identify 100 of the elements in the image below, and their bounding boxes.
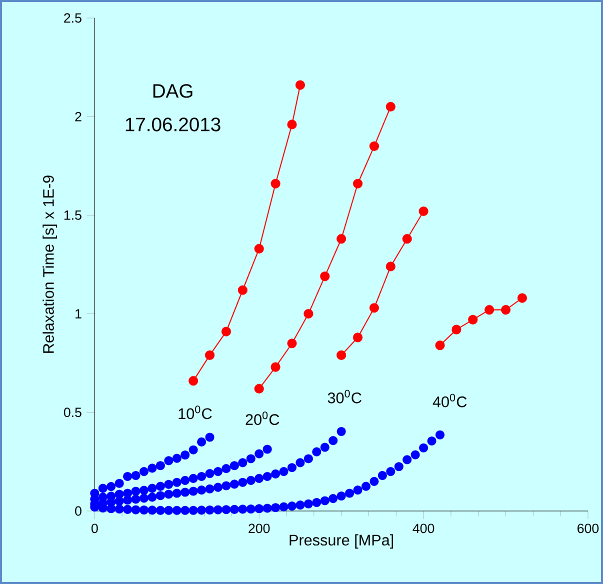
point [172, 454, 182, 463]
point [402, 455, 412, 464]
point [254, 504, 264, 514]
point [123, 504, 132, 514]
point [270, 178, 280, 188]
point [148, 506, 157, 515]
y-tick-label: 1.5 [64, 210, 82, 220]
y-tick-label: 2.5 [64, 13, 82, 23]
point [427, 436, 436, 446]
point [435, 340, 445, 350]
point [500, 305, 511, 315]
point [410, 450, 420, 460]
annotation: 17.06.2013 [126, 118, 220, 132]
point [148, 464, 157, 473]
point [271, 503, 280, 512]
point [295, 80, 306, 90]
point [197, 506, 206, 515]
point [148, 484, 157, 493]
point [484, 305, 494, 315]
point [336, 426, 346, 436]
point [254, 474, 264, 483]
y-tick-label: 0 [75, 506, 82, 516]
point [213, 467, 223, 476]
point [452, 324, 462, 334]
point [106, 482, 116, 492]
point [222, 481, 231, 490]
x-axis-title: Pressure [MPa] [290, 534, 394, 549]
point [369, 303, 380, 313]
point [230, 480, 239, 489]
point [131, 486, 140, 496]
point [164, 480, 174, 489]
point [188, 445, 198, 454]
point [131, 494, 140, 504]
y-axis-title: Relaxation Time [s] x 1E-9 [42, 176, 57, 353]
x-tick-label: 400 [412, 524, 434, 534]
point [402, 234, 412, 244]
point [205, 484, 214, 494]
point [270, 362, 280, 372]
annotation: DAG [153, 84, 192, 98]
point [336, 234, 346, 244]
x-tick-label: 200 [248, 524, 270, 534]
annotation: 20$^{0}$C [246, 412, 280, 426]
point [386, 467, 396, 476]
point [238, 285, 248, 295]
point [230, 504, 239, 514]
point [139, 486, 149, 495]
point [139, 505, 149, 515]
point [139, 467, 149, 476]
point [98, 484, 108, 493]
point [172, 478, 182, 487]
point [246, 504, 256, 514]
point [222, 505, 231, 514]
point [370, 476, 379, 486]
point [418, 206, 428, 216]
point [328, 436, 338, 446]
point [114, 478, 124, 488]
point [197, 472, 206, 482]
point [238, 458, 248, 468]
point [197, 437, 206, 446]
point [254, 384, 264, 394]
point [238, 504, 248, 514]
point [205, 432, 214, 442]
point [361, 482, 371, 491]
point [123, 496, 132, 505]
point [369, 141, 380, 151]
point [114, 504, 124, 514]
point [254, 244, 264, 254]
point [221, 326, 232, 336]
point [386, 102, 396, 112]
point [394, 462, 404, 472]
point [188, 474, 198, 483]
point [131, 505, 140, 514]
point [352, 178, 363, 188]
point [246, 476, 256, 485]
point [205, 505, 214, 515]
point [180, 506, 190, 515]
y-tick-label: 0.5 [64, 408, 82, 418]
point [287, 463, 297, 472]
point [156, 491, 165, 500]
point [320, 442, 330, 452]
point [131, 470, 140, 480]
point [287, 338, 297, 348]
point [254, 449, 264, 458]
point [296, 458, 305, 468]
point [222, 464, 231, 474]
point [352, 332, 363, 342]
point [262, 504, 272, 513]
point [156, 506, 165, 515]
point [353, 486, 362, 495]
point [139, 494, 149, 503]
point [287, 502, 297, 511]
point [213, 482, 223, 492]
point [517, 293, 528, 303]
point [106, 504, 116, 514]
point [156, 482, 165, 491]
point [312, 498, 322, 508]
point [304, 499, 313, 508]
point [238, 478, 248, 487]
point [188, 506, 198, 515]
point [336, 350, 346, 360]
